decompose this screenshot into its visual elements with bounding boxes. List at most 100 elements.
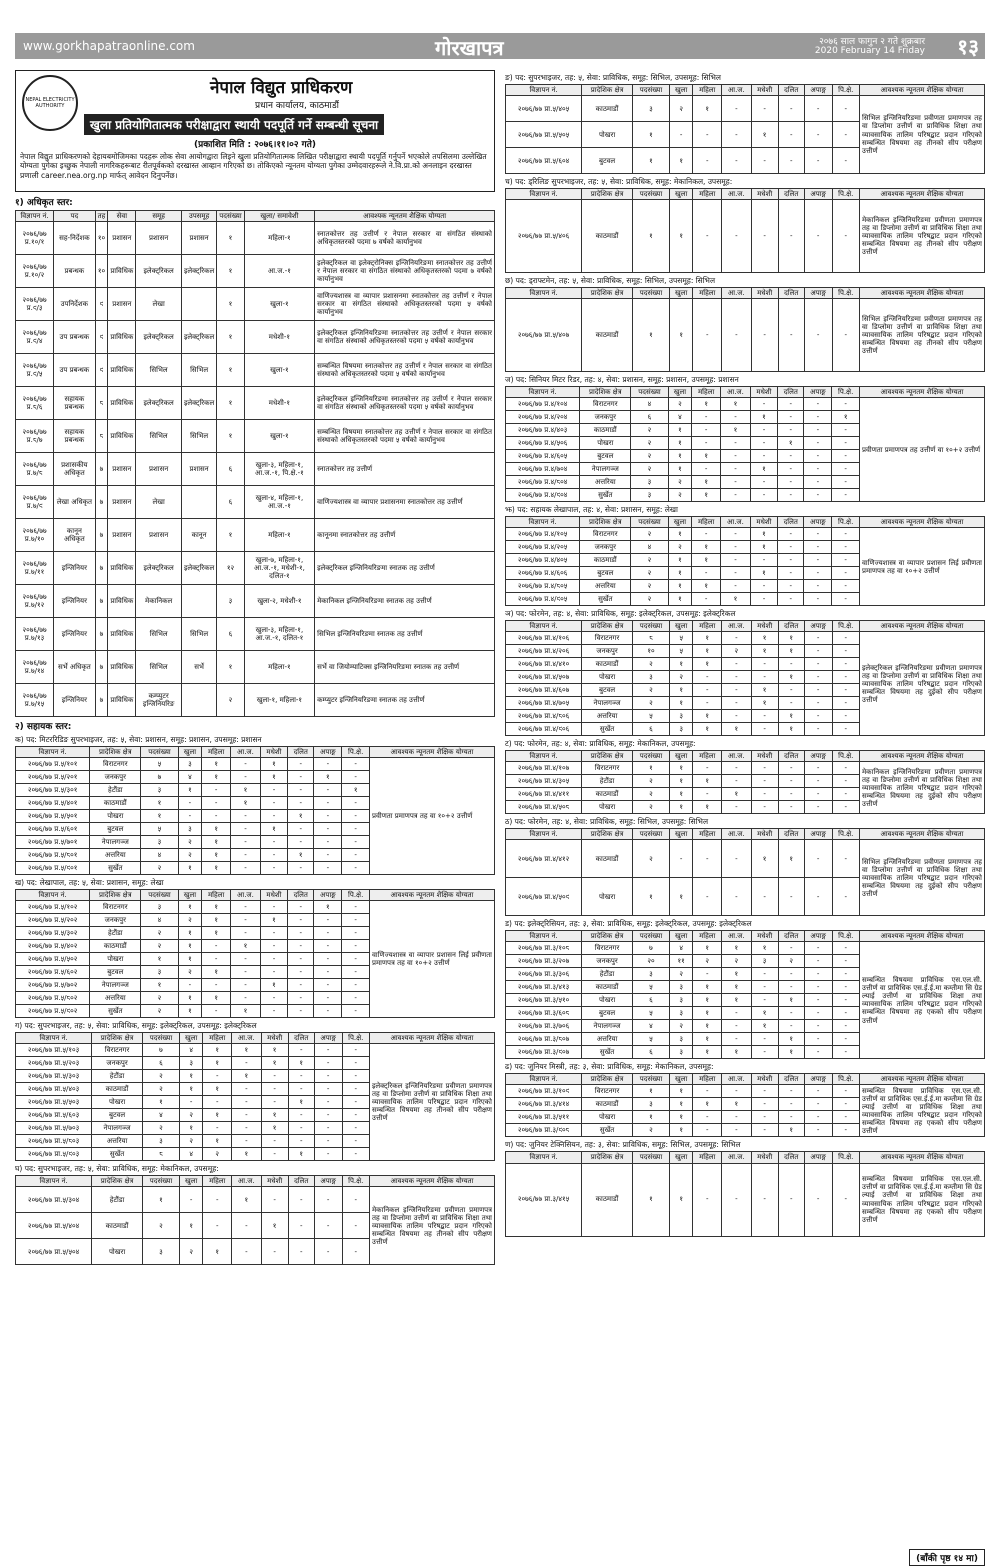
table-row: २०७६/७७ प्र.५/२०२ जनकपुर ४ २ १-१- - - [15,913,495,928]
cell: - [720,436,751,451]
cell: - [750,1032,779,1047]
cell: - [202,1121,233,1136]
cell: २० [631,954,670,969]
cell: १ [750,839,779,879]
cell: १ [177,952,203,967]
cell: १ [201,991,232,1006]
cell: १ [668,800,694,815]
cell: २०७६/७७ प्रा.३/९०८ [505,1123,583,1138]
cell: - [202,1095,233,1110]
cell: १ [749,410,779,425]
table-row: २०७६/७७ प्रा.५/३०४ हेटौंडा १- -१- - - - मेकानिक… [15,1186,495,1266]
cell: ५ [631,709,670,724]
cell: २०७६/७७ प्र.५/७०१ [15,835,91,850]
cell: १ [667,423,693,438]
column-header: अपाङ्ग [803,828,833,841]
cell: - [777,553,805,568]
cell: २०७६/७७ प्र.७/१३ [15,617,55,652]
cell: २०७६/७७ प्र.४/२०५ [505,540,581,555]
cell: २ [668,967,694,982]
cell: - [749,397,779,412]
cell: - [260,1186,289,1214]
cell: १ [202,1238,233,1266]
cell [180,287,218,322]
cell: - [287,978,315,993]
cell: - [259,783,289,798]
cell: ४ [141,1108,180,1123]
cell: १ [750,644,779,659]
cell: जनकपुर [89,913,142,928]
cell: सर्भे वा जियोम्याटिक्स इन्जिनियरिङमा स्न… [314,650,495,685]
column-header: दलित [777,516,805,529]
cell: - [720,540,751,555]
cell [180,584,218,619]
cell: १ [177,939,203,954]
cell: प्रशासन [135,518,182,553]
column-header: आ.ज. [721,188,752,201]
section-heading: ख) पद: लेखापाल, तह: ५, सेवा: प्रशासन, सम… [15,878,164,888]
column-header: पद [53,209,96,223]
cell: - [692,147,723,175]
cell: - [777,121,805,149]
column-header: मधेशी [750,828,779,841]
column-header: दलित [287,1175,315,1188]
column-header: मधेशी [750,1151,779,1164]
cell: १ [668,199,694,274]
cell: - [750,722,779,737]
cell: बुटवल [581,683,633,698]
column-header: महिला [692,1073,723,1086]
cell: - [721,1019,752,1034]
cell: २ [630,592,669,607]
cell: - [313,1043,343,1058]
cell: २०७६/७७ प्रा.५/८०३ [15,1134,93,1149]
cell: १ [313,770,343,785]
table-row: २०७६/७७ प्र.७/९ लेखा अधिकृत ७ प्रशासन लेखा ६ ख… [15,485,495,520]
cell: नेपालगञ्ज [581,696,633,711]
column-header: पि.क्षे. [831,828,861,841]
column-header: विज्ञापन नं. [15,1175,93,1188]
cell: - [831,644,861,659]
cell: ४ [631,1019,670,1034]
column-header: पि.क्षे. [341,1032,371,1045]
cell: - [720,449,751,464]
cell: २ [177,835,203,850]
cell: प्रशासन [107,485,137,520]
cell: - [341,1147,371,1162]
table-row: २०७६/७७ प्र.४/१०४ विराटनगर ४ २ १ १- - - - प्रवीणत… [505,397,985,503]
cell: - [721,1032,752,1047]
cell: २०७६/७७ प्र.५/१०२ [15,900,91,915]
cell: ८ [94,419,109,454]
cell: - [749,436,779,451]
table-row: २०७६/७७ प्र.८/६ सहायक प्रबन्धक ८ प्राविधिक इ… [15,386,495,421]
table-row: २०७६/७७ प्र.७/१३ इन्जिनियर ७ प्राविधिक सिभिल… [15,617,495,652]
cell: ५ [631,980,670,995]
cell: ६ [631,1045,670,1060]
cell: - [691,410,722,425]
cell: - [287,1186,315,1214]
cell: १ [231,1069,262,1084]
cell: - [313,757,343,772]
cell: १ [230,1004,261,1019]
cell: - [777,696,805,711]
column-header: समूह [135,209,182,223]
cell: - [313,796,343,811]
cell: प्राविधिक [107,353,137,388]
cell: १ [259,757,289,772]
cell: २०७६/७७ प्रा.५/९०३ [15,1147,93,1162]
cell: अत्तरिया [579,475,632,490]
table-row: २०७६/७७ प्रा.४/५०८ पोखरा २ १ १- - - - - [505,800,985,815]
cell: - [777,1110,805,1125]
cell: - [341,770,370,785]
header-row: विज्ञापन नं. प्रादेशिक क्षेत्र पदसंख्या खुल… [505,1073,985,1086]
column-header: आवश्यक न्यूनतम शैक्षिक योग्यता [859,828,985,841]
level-heading: २) सहायक स्तर: [15,722,72,733]
cell: हेटौंडा [89,783,142,798]
table-row: २०७६/७७ प्र.४/५०६ पोखरा २ १- - -१- - [505,436,985,451]
cell: २०७६/७७ प्रा.३/४१४ [505,1097,583,1112]
cell: काठमाडौं [581,787,633,802]
cell: २ [178,1238,204,1266]
cell: पोखरा [581,1110,633,1125]
cell: ४ [630,540,669,555]
cell: - [750,980,779,995]
cell: १ [201,770,232,785]
